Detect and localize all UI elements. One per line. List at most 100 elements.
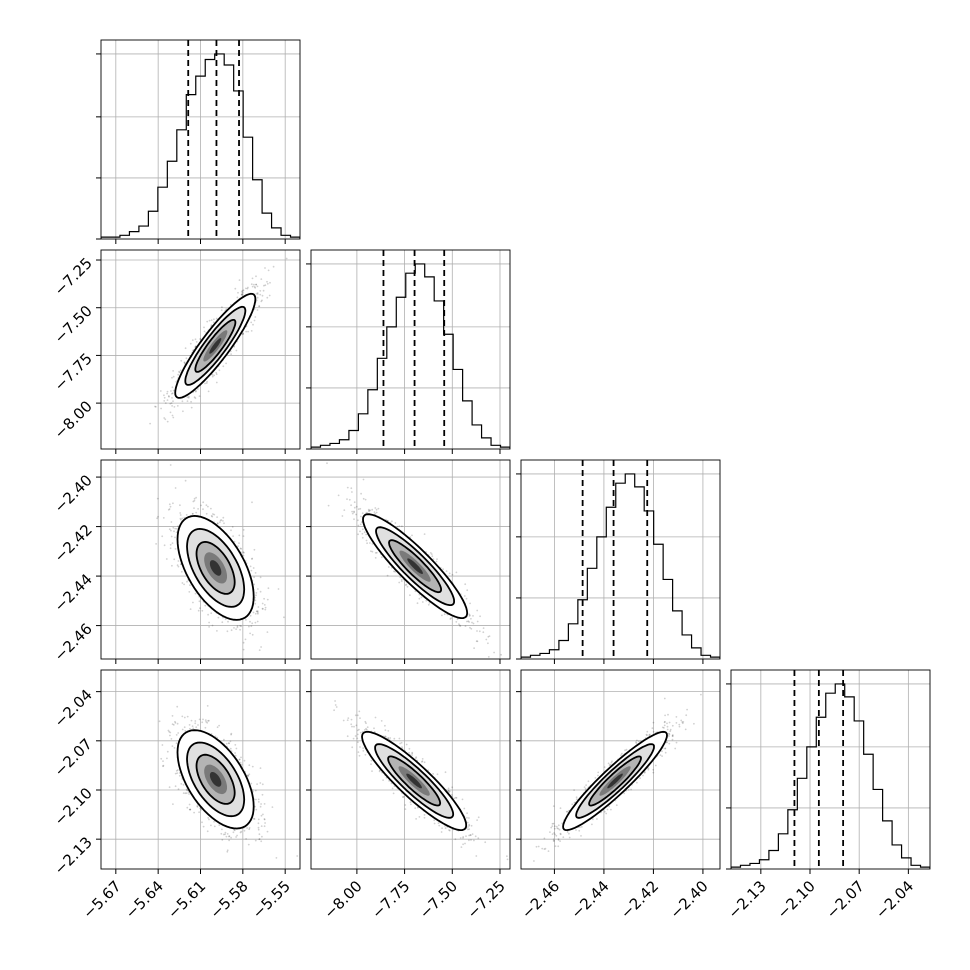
histogram-2 [521,473,720,659]
sample-point [193,497,196,500]
sample-point [172,416,175,419]
sample-point [468,621,470,623]
sample-point [256,611,259,614]
sample-point [256,292,259,294]
sample-point [476,609,479,612]
sample-point [216,522,219,525]
sample-point [157,515,159,518]
sample-point [251,558,253,560]
sample-point [222,365,225,368]
sample-point [164,418,167,421]
sample-point [261,299,263,302]
sample-point [259,590,262,593]
sample-point [428,602,431,604]
sample-point [451,573,454,576]
sample-point [267,269,270,272]
sample-point [263,825,266,828]
sample-point [365,539,368,542]
sample-point [230,529,232,532]
sample-point [249,565,252,568]
sample-point [189,808,192,811]
sample-point [169,734,171,737]
sample-point [210,319,213,322]
sample-point [173,530,175,533]
sample-point [327,504,330,507]
sample-point [360,521,363,523]
sample-point [464,583,467,586]
sample-point [266,280,268,283]
sample-point [255,299,258,302]
sample-point [275,857,278,859]
sample-point [243,551,245,554]
sample-point [411,534,413,537]
y-tick-label: −2.40 [51,471,96,516]
sample-point [443,613,446,616]
sample-point [430,553,433,555]
sample-point [193,396,196,399]
sample-point [176,564,179,567]
sample-point [375,508,378,511]
sample-point [256,610,258,613]
sample-point [194,397,197,400]
sample-point [374,507,377,509]
sample-point [200,504,203,507]
sample-point [394,570,396,573]
contour-line [184,305,247,386]
sample-point [172,526,175,529]
sample-point [195,726,198,729]
sample-point [357,533,359,536]
scatter-panel-1-2 [306,459,511,664]
sample-point [253,818,256,820]
sample-point [465,597,468,600]
sample-point [210,324,213,327]
sample-point [163,396,166,399]
sample-point [190,406,193,409]
sample-point [257,801,260,803]
sample-point [230,353,233,355]
sample-point [199,338,202,341]
sample-point [240,763,243,766]
histogram-0 [101,53,300,239]
sample-point [168,508,171,510]
histogram-panel-1 [306,249,511,454]
sample-point [355,505,358,508]
sample-point [247,286,249,289]
sample-point [183,583,186,586]
sample-point [171,376,173,379]
sample-point [470,617,472,620]
sample-point [351,510,353,513]
sample-point [232,535,235,537]
sample-point [351,512,354,515]
sample-point [193,811,196,814]
sample-point [179,369,182,372]
sample-point [208,621,211,624]
sample-point [353,518,355,521]
sample-point [482,631,485,634]
sample-point [186,715,189,718]
sample-point [197,388,199,390]
sample-point [173,558,176,561]
sample-point [255,594,257,597]
sample-point [207,505,209,508]
sample-point [409,594,411,597]
sample-point [396,525,399,528]
sample-point [174,487,177,489]
sample-point [255,592,258,594]
sample-point [253,817,255,820]
sample-point [250,625,253,628]
sample-point [194,720,197,722]
sample-point [237,545,239,548]
sample-point [464,625,467,627]
sample-point [256,620,259,623]
sample-point [181,728,184,731]
sample-point [380,556,383,559]
sample-point [326,462,328,465]
sample-point [240,290,243,293]
sample-point [263,597,265,600]
sample-point [478,630,481,633]
sample-point [200,808,203,811]
sample-point [184,347,187,350]
sample-point [162,517,165,519]
sample-point [375,551,378,554]
